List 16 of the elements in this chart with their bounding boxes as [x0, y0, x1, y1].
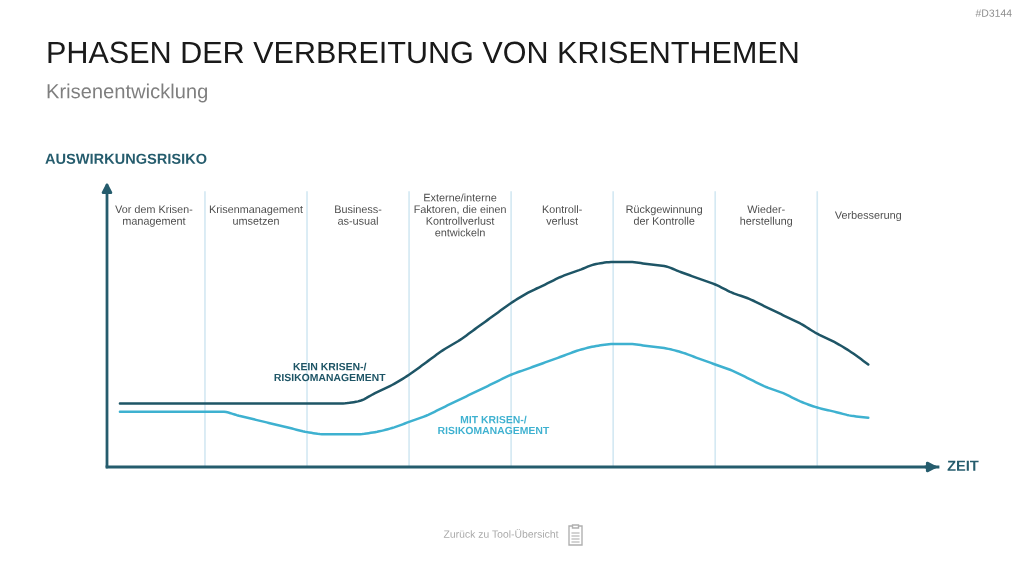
x-tick-label: Externe/interne Faktoren, die einen Kontrollverlust entwickeln — [414, 193, 506, 237]
x-tick-label: Krisenmanagement umsetzen — [209, 205, 303, 225]
series-label: MIT KRISEN-/ RISIKOMANAGEMENT — [438, 415, 550, 435]
x-tick-label: Rückgewinnung der Kontrolle — [626, 205, 703, 225]
x-tick-label: Business- as-usual — [335, 205, 382, 225]
chart-title: PHASEN DER VERBREITUNG VON KRISENTHEMEN — [48, 41, 798, 64]
x-tick-label: Wieder- herstellung — [740, 205, 793, 227]
text: Zurück zu Tool-Übersicht — [443, 528, 559, 538]
x-axis-title: ZEIT — [947, 460, 979, 471]
x-tick-label: Verbesserung — [834, 210, 901, 222]
series-label: KEIN KRISEN-/ RISIKOMANAGEMENT — [274, 362, 386, 382]
x-tick-label: Kontroll- verlust — [542, 205, 582, 225]
text: #D3144 — [975, 9, 1012, 17]
x-tick-label: Vor dem Krisen- management — [115, 205, 193, 227]
chart-subtitle: Krisenentwicklung — [47, 83, 208, 103]
y-axis-title: AUSWIRKUNGSRISIKO — [45, 153, 207, 164]
